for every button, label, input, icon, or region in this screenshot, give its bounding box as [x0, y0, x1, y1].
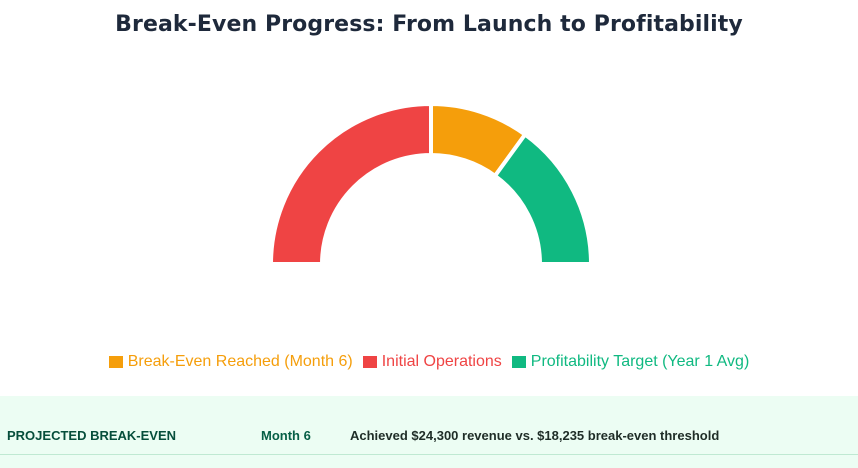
legend-swatch-profitability-target [511, 356, 526, 368]
summary-value: Month 6 [261, 428, 311, 443]
legend-swatch-break-even [108, 356, 123, 368]
legend-label-initial-operations: Initial Operations [381, 353, 502, 370]
summary-label: PROJECTED BREAK-EVEN [7, 428, 177, 443]
legend-item-profitability-target[interactable]: Profitability Target (Year 1 Avg) [511, 353, 750, 371]
legend-item-initial-operations[interactable]: Initial Operations [362, 353, 502, 371]
summary-description: Achieved $24,300 revenue vs. $18,235 bre… [350, 428, 720, 443]
legend-label-break-even: Break-Even Reached (Month 6) [127, 353, 353, 370]
gauge-segment-initial-operations[interactable] [269, 102, 433, 266]
gauge-segment-profitability-target-year-1-avg[interactable] [493, 132, 593, 266]
summary-panel: PROJECTED BREAK-EVEN Month 6 Achieved $2… [0, 396, 858, 468]
break-even-gauge [269, 102, 593, 266]
legend-label-profitability-target: Profitability Target (Year 1 Avg) [530, 353, 750, 370]
legend-swatch-initial-operations [362, 356, 377, 368]
chart-legend: Break-Even Reached (Month 6) Initial Ope… [0, 353, 858, 371]
legend-item-break-even[interactable]: Break-Even Reached (Month 6) [108, 353, 353, 371]
summary-row: PROJECTED BREAK-EVEN Month 6 Achieved $2… [0, 396, 858, 455]
chart-title: Break-Even Progress: From Launch to Prof… [115, 12, 743, 37]
